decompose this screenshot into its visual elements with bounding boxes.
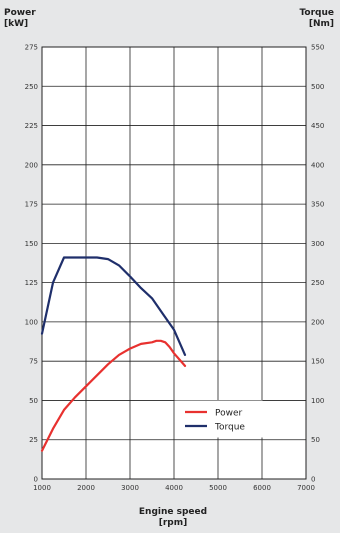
right-y-tick-label: 0: [311, 476, 315, 484]
torque-series-line: [40, 256, 187, 356]
right-axis-title-line1: Torque: [299, 8, 334, 18]
x-axis-title-line2: [rpm]: [159, 518, 188, 528]
x-tick-label: 2000: [77, 484, 95, 492]
left-axis-title-line2: [kW]: [4, 19, 28, 29]
left-y-tick-label: 150: [25, 240, 38, 248]
power-series-line: [40, 339, 187, 452]
right-y-tick-label: 100: [311, 397, 324, 405]
left-axis-title-line1: Power: [4, 8, 36, 18]
power-legend-label: Power: [215, 409, 243, 419]
grid-lines: [41, 46, 307, 480]
right-axis-title-line2: [Nm]: [309, 19, 334, 29]
x-tick-label: 7000: [297, 484, 315, 492]
right-y-tick-label: 250: [311, 279, 324, 287]
x-tick-label: 1000: [33, 484, 51, 492]
right-y-tick-label: 450: [311, 122, 324, 130]
left-y-tick-label: 225: [25, 122, 38, 130]
left-y-tick-label: 50: [29, 397, 38, 405]
right-y-tick-label: 50: [311, 436, 320, 444]
left-y-tick-label: 75: [29, 358, 38, 366]
plot-border: [41, 46, 307, 480]
right-y-tick-label: 350: [311, 201, 324, 209]
left-y-tick-label: 200: [25, 161, 38, 169]
left-y-tick-label: 100: [25, 318, 38, 326]
x-tick-label: 5000: [209, 484, 227, 492]
right-y-tick-label: 500: [311, 83, 324, 91]
left-y-tick-label: 175: [25, 201, 38, 209]
torque-legend-label: Torque: [214, 423, 245, 433]
right-y-tick-label: 150: [311, 358, 324, 366]
x-tick-label: 3000: [121, 484, 139, 492]
right-y-tick-label: 550: [311, 44, 324, 52]
left-y-tick-label: 0: [34, 476, 38, 484]
x-axis-title-line1: Engine speed: [139, 507, 207, 517]
x-tick-label: 4000: [165, 484, 183, 492]
x-tick-label: 6000: [253, 484, 271, 492]
left-y-tick-label: 250: [25, 83, 38, 91]
legend-box: [174, 400, 263, 438]
left-y-tick-label: 25: [29, 436, 38, 444]
legend: Power Torque: [174, 400, 263, 438]
left-y-tick-label: 125: [25, 279, 38, 287]
right-y-tick-label: 200: [311, 318, 324, 326]
right-y-tick-label: 300: [311, 240, 324, 248]
left-y-tick-label: 275: [25, 44, 38, 52]
right-y-tick-label: 400: [311, 161, 324, 169]
